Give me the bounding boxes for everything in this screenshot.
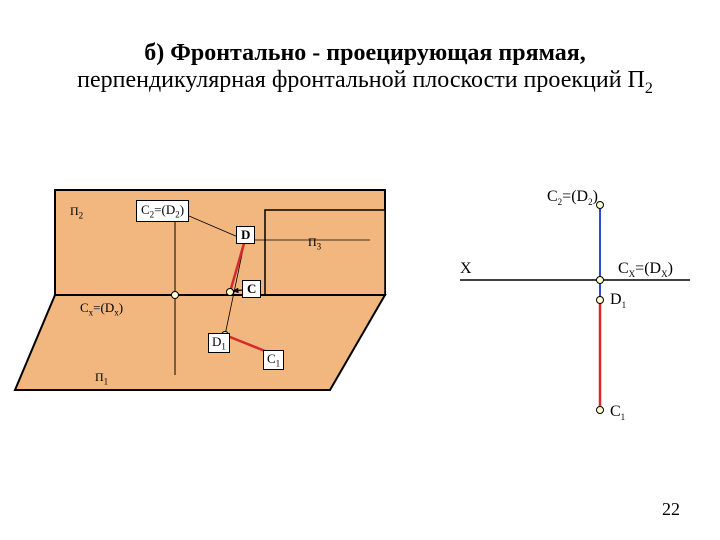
label-pi3: П3 bbox=[308, 235, 321, 251]
label-X: X bbox=[460, 260, 472, 278]
label-cxdx-left: Сx=(Dx) bbox=[80, 300, 123, 318]
label-c1-left: C1 bbox=[263, 350, 284, 370]
label-d1-left: D1 bbox=[208, 333, 230, 353]
title-bold: б) Фронтально - проецирующая прямая, bbox=[144, 40, 585, 66]
page-number: 22 bbox=[662, 499, 680, 520]
label-C: C bbox=[242, 280, 261, 298]
label-c2d2-right: С2=(D2) bbox=[547, 188, 598, 207]
label-cxdx-right: СX=(DX) bbox=[618, 260, 673, 279]
label-pi1: П1 bbox=[95, 370, 108, 386]
label-d1-right: D1 bbox=[610, 291, 626, 310]
label-pi2: П2 bbox=[70, 204, 83, 220]
title-rest: перпендикулярная фронтальной плоскости п… bbox=[77, 67, 653, 93]
label-D: D bbox=[236, 226, 255, 244]
diagram-svg bbox=[0, 180, 720, 500]
label-c2d2-left: С2=(D2) bbox=[136, 200, 189, 222]
diagram-title: б) Фронтально - проецирующая прямая, пер… bbox=[0, 0, 720, 98]
label-c1-right: C1 bbox=[610, 403, 625, 422]
diagram-area: П2 С2=(D2) D П3 C Сx=(Dx) D1 C1 П1 С2=(D… bbox=[0, 180, 720, 500]
